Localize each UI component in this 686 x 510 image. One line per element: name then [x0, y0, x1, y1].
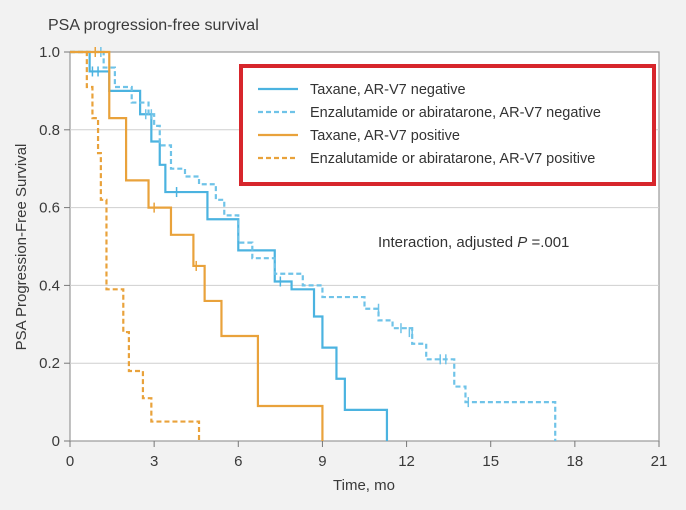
x-tick-label-5: 15 [482, 453, 499, 470]
series-layer [70, 47, 557, 441]
tick-layer: 0 3 6 9 12 15 18 21 0 0.2 0.4 0.6 0.8 1.0 [39, 44, 667, 470]
annotation-suffix: =.001 [527, 234, 569, 251]
y-tick-label-4: 0.8 [39, 122, 60, 139]
x-tick-label-2: 6 [234, 453, 242, 470]
y-tick-label-2: 0.4 [39, 277, 60, 294]
y-tick-label-0: 0 [52, 433, 60, 450]
series-line-1 [70, 50, 557, 441]
legend-label-0: Taxane, AR-V7 negative [310, 82, 466, 98]
legend-label-1: Enzalutamide or abiratarone, AR-V7 negat… [310, 105, 601, 121]
x-tick-label-3: 9 [318, 453, 326, 470]
y-tick-label-5: 1.0 [39, 44, 60, 61]
legend-label-3: Enzalutamide or abiratarone, AR-V7 posit… [310, 151, 595, 167]
legend-label-2: Taxane, AR-V7 positive [310, 128, 460, 144]
annotation-prefix: Interaction, adjusted [378, 234, 517, 251]
annotation-p: P [517, 234, 527, 251]
x-tick-label-1: 3 [150, 453, 158, 470]
y-tick-label-1: 0.2 [39, 355, 60, 372]
x-tick-label-4: 12 [398, 453, 415, 470]
x-tick-label-6: 18 [567, 453, 584, 470]
chart-title: PSA progression-free survival [48, 17, 259, 34]
y-axis-title: PSA Progression-Free Survival [13, 144, 30, 351]
x-tick-label-7: 21 [651, 453, 668, 470]
series-line-0 [70, 50, 389, 441]
series-line-3 [70, 50, 201, 441]
x-axis-title: Time, mo [333, 477, 395, 494]
interaction-annotation: Interaction, adjusted P =.001 [378, 234, 569, 251]
series-line-2 [70, 50, 324, 441]
x-tick-label-0: 0 [66, 453, 74, 470]
legend: Taxane, AR-V7 negative Enzalutamide or ab… [239, 64, 656, 186]
y-tick-label-3: 0.6 [39, 200, 60, 217]
legend-highlight-box [239, 64, 656, 186]
